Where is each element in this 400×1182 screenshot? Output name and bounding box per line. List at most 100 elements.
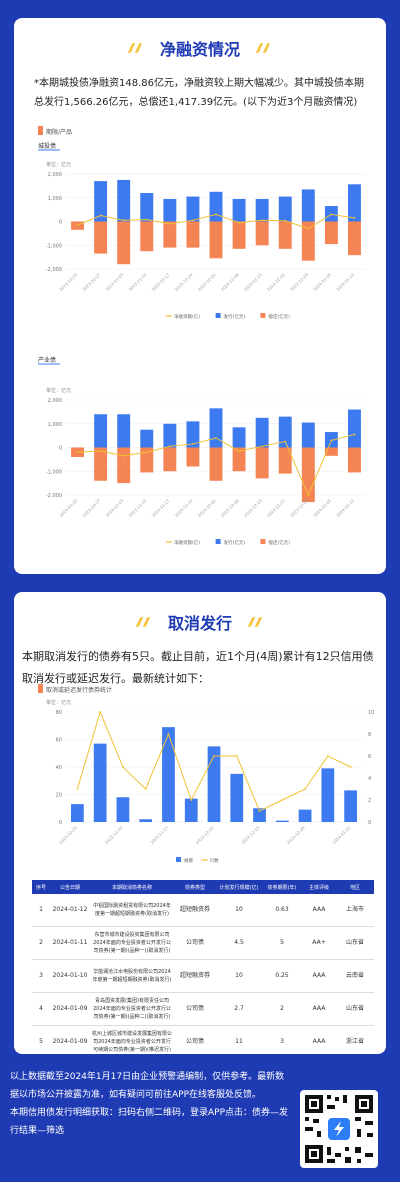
line-point [145,218,148,221]
chart-unit: 单位：亿元 [46,161,71,168]
bar [348,184,361,222]
chart-unit: 单位：亿元 [46,699,71,706]
table-cell: 3 [262,1025,302,1054]
bar [117,221,131,265]
y-tick-label: -2,000 [46,493,62,499]
bar [255,221,269,246]
table-cell: 0.63 [262,894,302,927]
y2-tick-label: 4 [368,776,371,782]
line-point [326,755,329,757]
bar [93,743,107,822]
bar [209,221,223,259]
table-header-cell: 公告日期 [50,880,90,894]
x-tick-label: 2023-10-27 [81,272,101,292]
legend-swatch [176,857,181,862]
decoration-icon [247,617,265,627]
table-cell: 超短融资券 [174,894,216,927]
bar [117,447,131,484]
x-tick-label: 2023-12-01 [197,498,217,518]
bar [186,221,200,248]
decoration-icon [135,617,153,627]
net-financing-summary: *本期城投债净融资148.86亿元，净融资较上期大幅减少。其中城投债本期总发行1… [34,78,364,108]
table-cell: 山东省 [336,926,374,960]
table-cell: 10 [216,959,262,993]
table-header-row: 序号 公告日期 本期取消债券名称 债券类型 计划发行规模(亿) 债券期限(年) 主体评级 地区 [32,880,374,894]
x-tick-label: 2023-10-20 [58,498,78,518]
bar [324,221,338,245]
table-cell: 11 [216,1025,262,1054]
table-cell: 5 [32,1025,50,1054]
y2-tick-label: 0 [368,820,371,826]
bar [278,196,292,222]
legend-swatch [260,313,266,318]
decoration-icon [255,43,273,53]
y-tick-label: 0 [59,446,62,452]
table-cell: 1 [32,894,50,927]
qr-code-icon[interactable] [300,1090,378,1168]
cancelled-summary: 本期取消发行的债券有5只。截止目前，近1个月(4周)累计有12只信用债取消发行或… [22,650,374,685]
bar [255,447,269,479]
table-cell: 中铝国际融资租赁有限公司2024年度第一期超短期融资券(取消发行) [90,894,174,927]
table-cell: 2024-01-12 [50,894,90,927]
cancelled-table: 序号 公告日期 本期取消债券名称 债券类型 计划发行规模(亿) 债券期限(年) 主体评级 地区… [32,880,374,1054]
table-header-cell: 计划发行规模(亿) [216,880,262,894]
line-point [304,788,306,790]
bar [140,429,154,448]
bar [255,198,269,222]
bar [116,797,130,822]
cancelled-chart: 取消或延迟发行债券统计单位：亿元80604020010864202023-10-… [38,684,374,864]
table-header-cell: 本期取消债券名称 [90,880,174,894]
bar [184,798,198,822]
bar [207,746,221,822]
table-cell: 超短融资券 [174,959,216,993]
bar [301,422,315,448]
x-tick-label: 2024-01-12 [331,825,351,845]
chart-tab-marker [38,684,43,693]
line-point [330,439,333,442]
bar [94,414,108,448]
x-tick-label: 2023-10-27 [81,498,101,518]
decoration-icon [127,43,145,53]
table-cell: 3 [32,959,50,993]
table-header-cell: 债券类型 [174,880,216,894]
table-row: 5 2024-01-09 杭州上城区城市建设发展集团有限公司2024年面向专业投资者… [32,1025,374,1054]
y-tick-label: 0 [59,820,62,826]
footer-text: 以上数据截至2024年1月17日由企业预警通编制，仅供参考。最新数据以市场公开披… [10,1068,292,1140]
table-cell: 10 [216,894,262,927]
x-tick-label: 2023-11-03 [104,825,124,845]
table-cell: 青岛国资发展(集团)有限责任公司2024年面向专业投资者公开发行公司债券(第一期… [90,992,174,1026]
bar [163,447,177,472]
x-tick-label: 2023-12-08 [220,272,240,292]
y-tick-label: 2,000 [48,398,62,404]
x-tick-label: 2023-12-22 [266,272,286,292]
table-cell: 公司债 [174,992,216,1026]
x-tick-label: 2023-12-08 [220,498,240,518]
bar [253,808,266,822]
x-tick-label: 2023-11-17 [149,825,169,845]
line-point [261,445,264,448]
line-point [99,214,102,217]
bar [348,409,361,448]
legend-label: 净融资额(亿) [174,313,200,320]
x-tick-label: 2023-10-20 [58,825,78,845]
y-tick-label: 40 [56,765,62,771]
x-tick-label: 2023-11-03 [104,272,124,292]
table-cell: AAA [302,992,336,1026]
table-row: 1 2024-01-12 中铝国际融资租赁有限公司2024年度第一期超短期融资券(取… [32,894,374,927]
table-cell: 云南省 [336,959,374,993]
x-tick-label: 2023-11-24 [174,272,194,292]
bar [232,221,246,249]
legend-label: 偿还(亿元) [268,539,290,546]
x-tick-label: 2023-11-24 [174,498,194,518]
line-point [192,443,194,445]
net-financing-card: 净融资情况 *本期城投债净融资148.86亿元，净融资较上期大幅减少。其中城投债… [14,18,386,574]
bar [298,809,312,822]
line-point [307,494,310,496]
bar [162,727,175,822]
x-tick-label: 2024-01-05 [312,272,332,292]
line-point [281,799,284,801]
line-point [235,755,238,757]
y2-tick-label: 10 [368,710,374,716]
line-point [330,213,333,216]
line-point [145,451,148,454]
